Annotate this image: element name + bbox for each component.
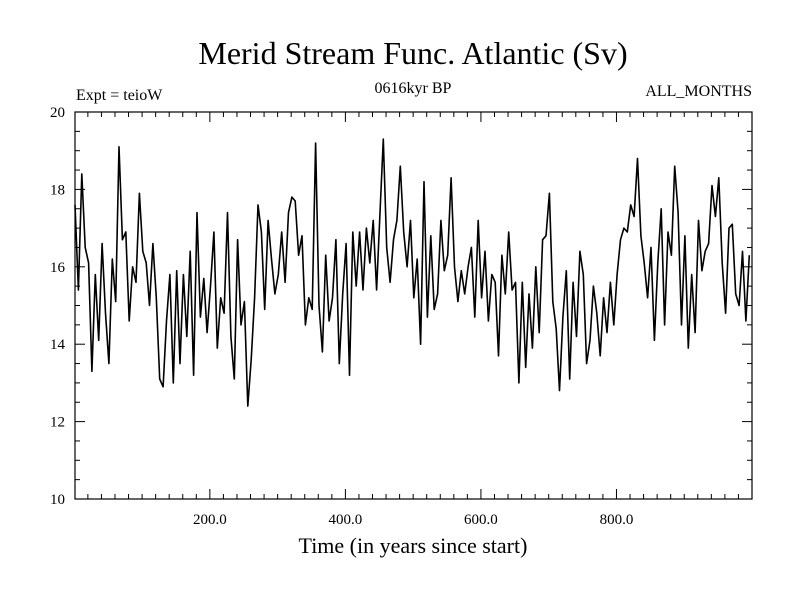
x-tick-label: 600.0	[464, 512, 498, 528]
x-tick-label: 200.0	[193, 512, 227, 528]
plot-frame	[74, 111, 753, 500]
y-tick-label: 10	[50, 492, 65, 508]
x-axis: 200.0 400.0 600.0 800.0	[87, 112, 739, 528]
x-tick-label: 800.0	[600, 512, 634, 528]
y-tick-label: 20	[50, 105, 65, 121]
series-layer	[74, 138, 751, 407]
experiment-label: Expt = teioW	[76, 87, 163, 104]
y-axis: 10 12 14 16 18 20	[50, 105, 752, 508]
y-tick-label: 12	[50, 415, 65, 431]
y-tick-label: 14	[50, 337, 66, 353]
period-label: 0616kyr BP	[375, 80, 452, 97]
chart-title: Merid Stream Func. Atlantic (Sv)	[198, 35, 627, 71]
x-tick-label: 400.0	[329, 512, 363, 528]
x-axis-label: Time (in years since start)	[299, 533, 528, 558]
y-tick-label: 18	[50, 182, 65, 198]
series-line	[74, 138, 751, 407]
y-tick-label: 16	[50, 260, 66, 276]
months-label: ALL_MONTHS	[645, 83, 752, 100]
